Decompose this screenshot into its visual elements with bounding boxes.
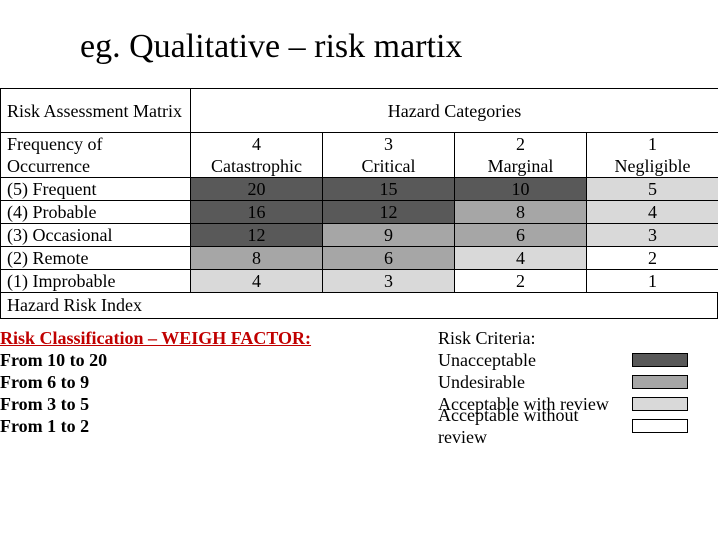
matrix-header-left: Risk Assessment Matrix: [1, 89, 191, 133]
freq-row-label: (1) Improbable: [1, 270, 191, 293]
criteria-swatch: [632, 375, 688, 389]
criteria-swatch: [632, 397, 688, 411]
risk-cell: 12: [323, 201, 455, 224]
hazard-col-1: 1 Negligible: [587, 133, 718, 178]
risk-cell: 6: [455, 224, 587, 247]
risk-cell: 3: [587, 224, 718, 247]
risk-cell: 4: [191, 270, 323, 293]
hazard-col-4: 4 Catastrophic: [191, 133, 323, 178]
risk-cell: 8: [191, 247, 323, 270]
risk-criteria-heading: Risk Criteria:: [438, 327, 628, 349]
criteria-label: Acceptable without review: [438, 404, 628, 448]
risk-cell: 15: [323, 178, 455, 201]
risk-cell: 4: [587, 201, 718, 224]
matrix-header-right: Hazard Categories: [191, 89, 718, 133]
risk-cell: 12: [191, 224, 323, 247]
classification-line: From 1 to 2: [0, 415, 438, 437]
criteria-label: Unacceptable: [438, 349, 628, 371]
criteria-swatch: [632, 353, 688, 367]
hazard-col-3: 3 Critical: [323, 133, 455, 178]
risk-cell: 9: [323, 224, 455, 247]
criteria-label: Undesirable: [438, 371, 628, 393]
risk-criteria-block: Risk Criteria: UnacceptableUndesirableAc…: [438, 327, 718, 437]
page-title: eg. Qualitative – risk martix: [0, 0, 718, 88]
hazard-col-2-name: Marginal: [461, 155, 580, 177]
risk-cell: 6: [323, 247, 455, 270]
hazard-col-4-num: 4: [197, 133, 316, 155]
hazard-col-2-num: 2: [461, 133, 580, 155]
risk-cell: 4: [455, 247, 587, 270]
risk-cell: 1: [587, 270, 718, 293]
hazard-col-3-name: Critical: [329, 155, 448, 177]
risk-cell: 20: [191, 178, 323, 201]
hazard-col-1-name: Negligible: [593, 155, 712, 177]
freq-row-label: (2) Remote: [1, 247, 191, 270]
risk-cell: 2: [587, 247, 718, 270]
hazard-col-3-num: 3: [329, 133, 448, 155]
freq-of-occurrence-label: Frequency of Occurrence: [1, 133, 191, 178]
hazard-risk-index-label: Hazard Risk Index: [0, 293, 718, 319]
freq-row-label: (4) Probable: [1, 201, 191, 224]
hazard-col-2: 2 Marginal: [455, 133, 587, 178]
risk-cell: 3: [323, 270, 455, 293]
classification-line: From 3 to 5: [0, 393, 438, 415]
risk-cell: 8: [455, 201, 587, 224]
risk-cell: 10: [455, 178, 587, 201]
risk-cell: 5: [587, 178, 718, 201]
hazard-col-4-name: Catastrophic: [197, 155, 316, 177]
criteria-swatch: [632, 419, 688, 433]
freq-row-label: (5) Frequent: [1, 178, 191, 201]
freq-row-label: (3) Occasional: [1, 224, 191, 247]
classification-line: From 10 to 20: [0, 349, 438, 371]
risk-cell: 16: [191, 201, 323, 224]
hazard-col-1-num: 1: [593, 133, 712, 155]
risk-matrix-table: Risk Assessment Matrix Hazard Categories…: [0, 88, 718, 293]
classification-line: From 6 to 9: [0, 371, 438, 393]
risk-cell: 2: [455, 270, 587, 293]
risk-classification-heading: Risk Classification – WEIGH FACTOR:: [0, 327, 438, 349]
risk-classification-block: Risk Classification – WEIGH FACTOR: From…: [0, 327, 438, 437]
